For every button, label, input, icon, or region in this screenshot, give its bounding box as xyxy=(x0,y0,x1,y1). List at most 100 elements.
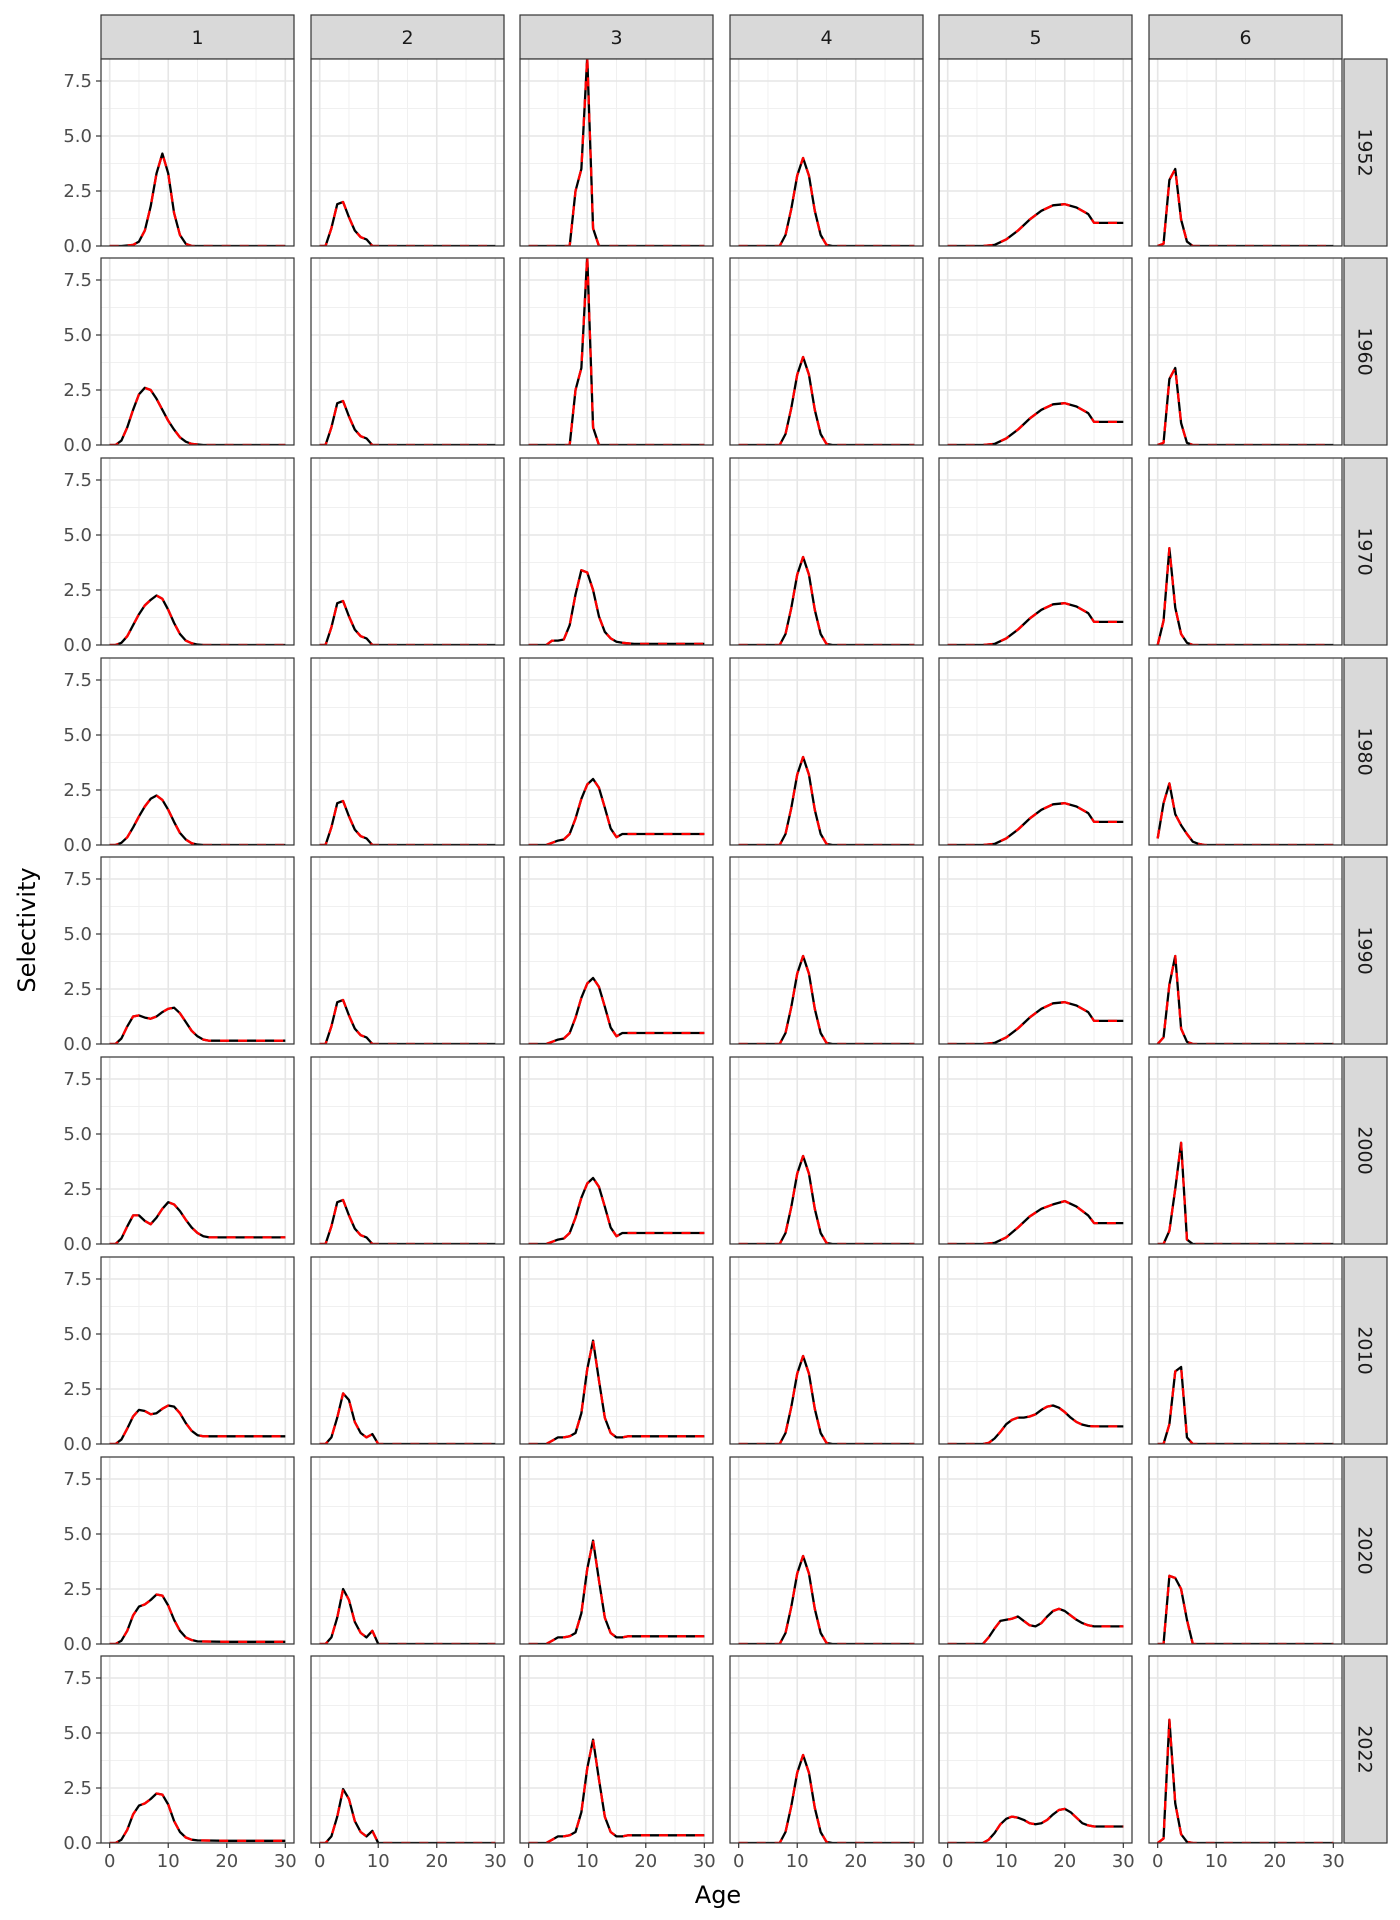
selectivity-line-dashed xyxy=(319,1787,496,1843)
panel-lines xyxy=(1157,167,1334,246)
y-tick-label: 2.5 xyxy=(63,780,92,801)
panel-lines xyxy=(528,258,705,445)
selectivity-line-dashed xyxy=(738,1154,915,1244)
column-strip-label: 2 xyxy=(401,27,413,49)
y-tick-label: 0.0 xyxy=(63,835,92,856)
row-strip-label: 1960 xyxy=(1354,327,1376,375)
panel-border xyxy=(938,856,1133,1045)
y-tick-label: 7.5 xyxy=(63,1668,92,1689)
panel-border xyxy=(310,1256,505,1445)
panel-border xyxy=(729,856,924,1045)
selectivity-line-dashed xyxy=(1157,1141,1334,1244)
facet-panel-1960-5 xyxy=(938,257,1133,446)
selectivity-line-dashed xyxy=(528,569,705,645)
selectivity-line-dashed xyxy=(738,954,915,1044)
panel-grid xyxy=(311,1257,504,1444)
row-strip-label: 2000 xyxy=(1354,1126,1376,1174)
column-strip-background xyxy=(310,14,505,60)
column-strip-background xyxy=(519,14,714,60)
selectivity-line-solid xyxy=(528,976,705,1044)
selectivity-line-dashed xyxy=(947,402,1124,445)
y-tick-label: 2.5 xyxy=(63,580,92,601)
facet-panel-2022-3: 0 10 20 30 xyxy=(519,1655,716,1872)
facet-panel-2022-4: 0 10 20 30 xyxy=(729,1655,926,1872)
panel-lines xyxy=(947,1001,1124,1044)
selectivity-line-dashed xyxy=(109,1593,286,1644)
panel-lines xyxy=(109,1006,286,1044)
panel-grid xyxy=(730,1656,923,1843)
panel-border xyxy=(729,457,924,646)
panel-border xyxy=(100,1056,295,1245)
panel-border xyxy=(729,1256,924,1445)
panel-border xyxy=(100,1655,295,1844)
row-strip-background xyxy=(1343,1256,1388,1445)
panel-grid xyxy=(101,1057,294,1244)
facet-panel-2020-4 xyxy=(729,1456,924,1645)
panel-border xyxy=(310,1456,505,1645)
selectivity-line-solid xyxy=(528,777,705,845)
x-tick-label: 20 xyxy=(215,1851,238,1872)
panel-border xyxy=(519,457,714,646)
y-tick-label: 7.5 xyxy=(63,71,92,92)
panel-border xyxy=(100,1256,295,1445)
panel-lines xyxy=(528,777,705,845)
panel-border xyxy=(938,1655,1133,1844)
y-tick-label: 5.0 xyxy=(63,1324,92,1345)
facet-panel-1980-2 xyxy=(310,657,505,846)
selectivity-line-dashed xyxy=(109,386,286,445)
column-strip-label: 4 xyxy=(820,27,832,49)
panel-grid xyxy=(520,458,713,645)
selectivity-line-solid xyxy=(109,1201,286,1244)
panel-border xyxy=(1148,1256,1343,1445)
panel-border xyxy=(519,657,714,846)
column-strip-label: 3 xyxy=(610,27,622,49)
x-tick-label: 0 xyxy=(314,1851,325,1872)
panel-border xyxy=(729,1056,924,1245)
panel-lines xyxy=(109,386,286,445)
selectivity-line-dashed xyxy=(738,755,915,845)
x-tick-label: 10 xyxy=(995,1851,1018,1872)
facet-panel-1952-5 xyxy=(938,58,1133,247)
column-strip: 4 xyxy=(729,14,924,60)
facet-panel-1960-6 xyxy=(1148,257,1343,446)
panel-lines xyxy=(319,599,496,645)
panel-grid xyxy=(730,258,923,445)
facet-panel-1960-3 xyxy=(519,257,714,446)
panel-border xyxy=(729,257,924,446)
panel-lines xyxy=(319,799,496,845)
panel-border xyxy=(1148,1456,1343,1645)
y-tick-label: 0.0 xyxy=(63,1634,92,1655)
panel-lines xyxy=(109,1593,286,1644)
panel-border xyxy=(519,1056,714,1245)
panel-lines xyxy=(109,794,286,845)
facet-panel-2020-3 xyxy=(519,1456,714,1645)
selectivity-line-dashed xyxy=(947,602,1124,645)
panel-lines xyxy=(738,555,915,645)
x-tick-label: 30 xyxy=(1322,1851,1345,1872)
selectivity-line-dashed xyxy=(319,998,496,1044)
panel-border xyxy=(310,1655,505,1844)
panel-grid xyxy=(101,458,294,645)
panel-grid xyxy=(939,1457,1132,1644)
column-strip-background xyxy=(100,14,295,60)
selectivity-line-dashed xyxy=(109,152,286,246)
x-tick-label: 0 xyxy=(523,1851,534,1872)
panel-border xyxy=(1148,257,1343,446)
row-strip: 2020 xyxy=(1343,1456,1388,1645)
y-tick-label: 5.0 xyxy=(63,1524,92,1545)
selectivity-line-dashed xyxy=(738,355,915,445)
panel-border xyxy=(100,58,295,247)
y-tick-label: 5.0 xyxy=(63,525,92,546)
panel-grid xyxy=(939,258,1132,445)
row-strip-background xyxy=(1343,657,1388,846)
panel-border xyxy=(519,1655,714,1844)
facet-panel-1960-2 xyxy=(310,257,505,446)
row-strip-background xyxy=(1343,257,1388,446)
column-strip-background xyxy=(729,14,924,60)
selectivity-line-dashed xyxy=(528,1539,705,1644)
facet-panel-2020-6 xyxy=(1148,1456,1343,1645)
panel-lines xyxy=(528,1539,705,1644)
x-tick-label: 0 xyxy=(942,1851,953,1872)
panel-lines xyxy=(947,402,1124,445)
column-strip: 3 xyxy=(519,14,714,60)
